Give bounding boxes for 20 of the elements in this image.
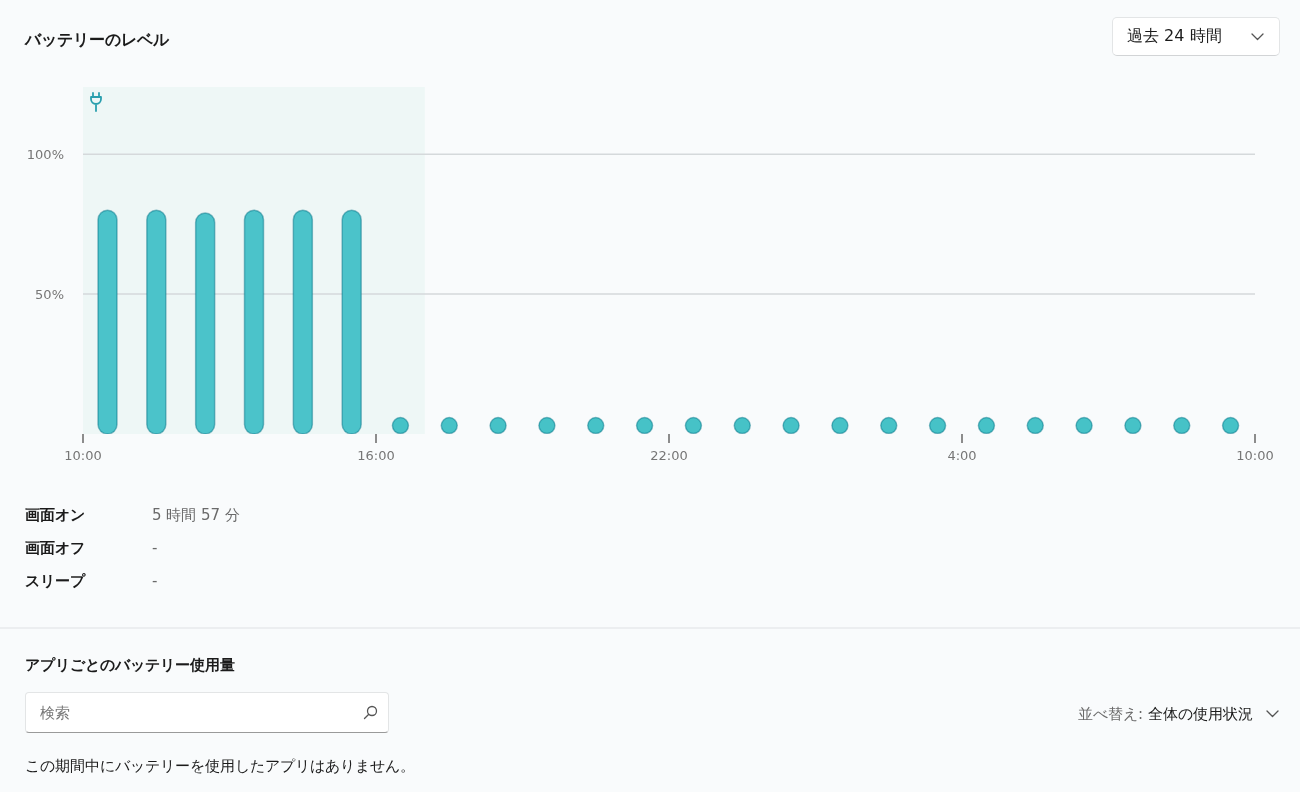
text: アプリごとのバッテリー使用量 bbox=[25, 655, 235, 675]
dropdown: 過去 24 時間 bbox=[1112, 17, 1280, 56]
text: 並べ替え: bbox=[1077, 704, 1143, 724]
x-tick-label: 4:00 bbox=[947, 448, 977, 463]
text: 画面オフ bbox=[25, 538, 85, 558]
text: - bbox=[152, 571, 158, 591]
y-tick-label: 50% bbox=[35, 286, 64, 302]
text: この期間中にバッテリーを使用したアプリはありません。 bbox=[25, 756, 415, 776]
text: スリープ bbox=[25, 571, 85, 591]
text: 全体の使用状況 bbox=[1148, 704, 1253, 724]
chart-title: バッテリーのレベル bbox=[25, 30, 169, 50]
x-tick-label: 22:00 bbox=[650, 448, 688, 463]
x-tick-label: 10:00 bbox=[64, 448, 102, 463]
text: 5 時間 57 分 bbox=[152, 505, 240, 525]
x-tick-label: 10:00 bbox=[1236, 448, 1274, 463]
text: 画面オン bbox=[25, 505, 85, 525]
y-tick-label: 100% bbox=[26, 146, 64, 162]
text: - bbox=[152, 538, 158, 558]
search-field: 検索 bbox=[25, 692, 389, 733]
x-tick-label: 16:00 bbox=[357, 448, 395, 463]
